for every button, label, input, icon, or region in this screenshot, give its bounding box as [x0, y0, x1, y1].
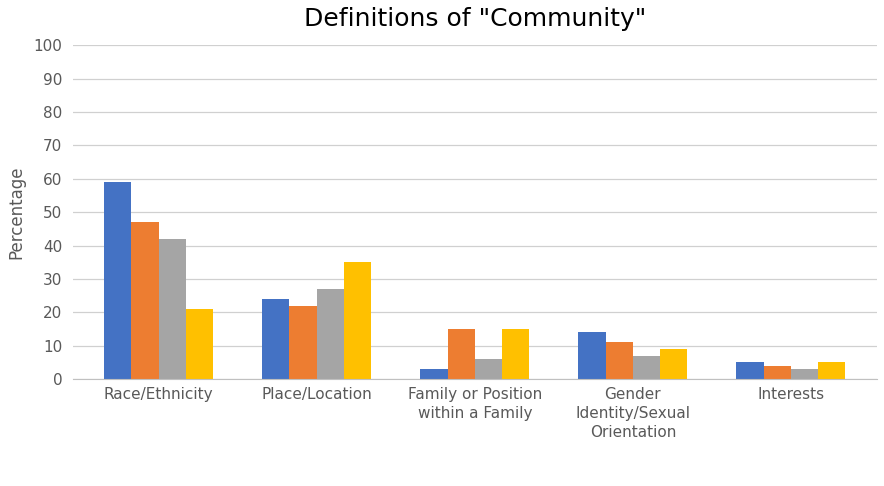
Bar [159, 239, 186, 379]
Y-axis label: Percentage: Percentage [7, 166, 25, 259]
Bar [578, 332, 606, 379]
Bar [502, 329, 530, 379]
Bar [344, 262, 371, 379]
Bar [606, 342, 633, 379]
Bar [736, 363, 764, 379]
Bar [475, 359, 502, 379]
Bar [764, 366, 791, 379]
Bar [791, 369, 819, 379]
Bar [660, 349, 688, 379]
Bar [289, 306, 316, 379]
Bar [132, 222, 159, 379]
Bar [263, 299, 289, 379]
Bar [447, 329, 475, 379]
Bar [104, 182, 132, 379]
Title: Definitions of "Community": Definitions of "Community" [304, 7, 646, 31]
Bar [420, 369, 447, 379]
Bar [186, 309, 213, 379]
Bar [316, 289, 344, 379]
Bar [819, 363, 845, 379]
Bar [633, 356, 660, 379]
